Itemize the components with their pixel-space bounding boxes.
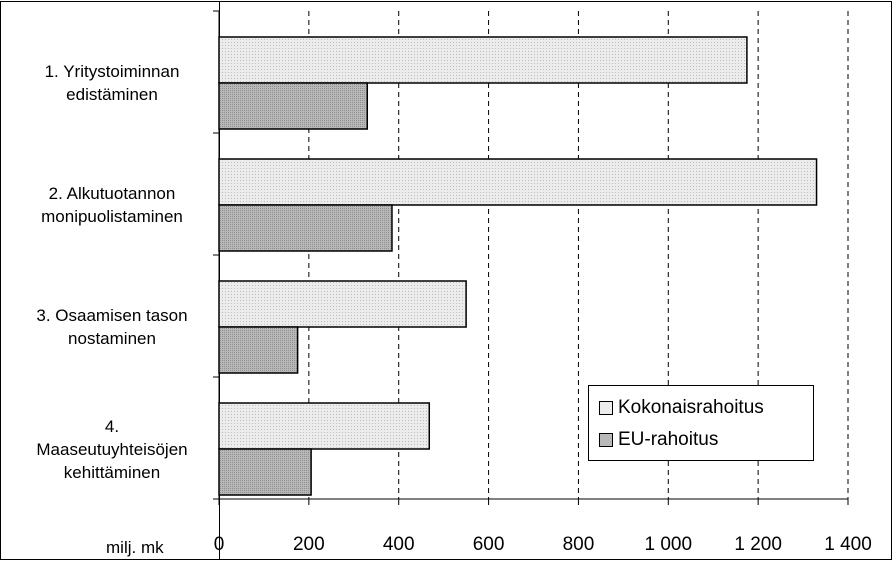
category-label-line: monipuolistaminen <box>12 205 212 228</box>
x-tick-label: 0 <box>214 534 225 556</box>
bar-kokonaisrahoitus <box>219 281 466 327</box>
legend-label-kokonaisrahoitus: Kokonaisrahoitus <box>618 397 764 419</box>
bar-kokonaisrahoitus <box>219 159 817 205</box>
legend-swatch-eu-rahoitus <box>599 433 613 447</box>
category-label: 3. Osaamisen tason nostaminen <box>12 304 212 350</box>
category-label-line: edistäminen <box>12 83 212 106</box>
x-tick-label: 600 <box>473 534 505 556</box>
legend-item-kokonaisrahoitus: Kokonaisrahoitus <box>599 396 764 420</box>
category-label-line: Maaseutuyhteisöjen <box>12 438 212 461</box>
x-axis-unit-label: milj. mk <box>106 538 164 558</box>
category-label-line: 3. Osaamisen tason <box>12 304 212 327</box>
category-label-line: kehittäminen <box>12 461 212 484</box>
x-tick-label: 400 <box>383 534 415 556</box>
legend-label-eu-rahoitus: EU-rahoitus <box>618 429 718 451</box>
category-label: 2. Alkutuotannon monipuolistaminen <box>12 182 212 228</box>
category-label-line: 1. Yritystoiminnan <box>12 60 212 83</box>
category-label-line: nostaminen <box>12 327 212 350</box>
x-tick-label: 200 <box>293 534 325 556</box>
x-tick-label: 1 200 <box>734 534 782 556</box>
bar-eu-rahoitus <box>219 83 367 129</box>
x-tick-label: 1 400 <box>824 534 872 556</box>
category-label: 1. Yritystoiminnan edistäminen <box>12 60 212 106</box>
bar-eu-rahoitus <box>219 205 392 251</box>
bar-eu-rahoitus <box>219 449 311 495</box>
bar-kokonaisrahoitus <box>219 403 429 449</box>
legend-item-eu-rahoitus: EU-rahoitus <box>599 428 718 452</box>
legend-swatch-kokonaisrahoitus <box>599 401 613 415</box>
legend: Kokonaisrahoitus EU-rahoitus <box>588 385 814 461</box>
category-label-line: 2. Alkutuotannon <box>12 182 212 205</box>
category-label: 4. Maaseutuyhteisöjen kehittäminen <box>12 415 212 484</box>
bar-eu-rahoitus <box>219 327 298 373</box>
x-tick-label: 800 <box>563 534 595 556</box>
category-label-line: 4. <box>12 415 212 438</box>
bar-kokonaisrahoitus <box>219 37 747 83</box>
x-tick-label: 1 000 <box>645 534 693 556</box>
